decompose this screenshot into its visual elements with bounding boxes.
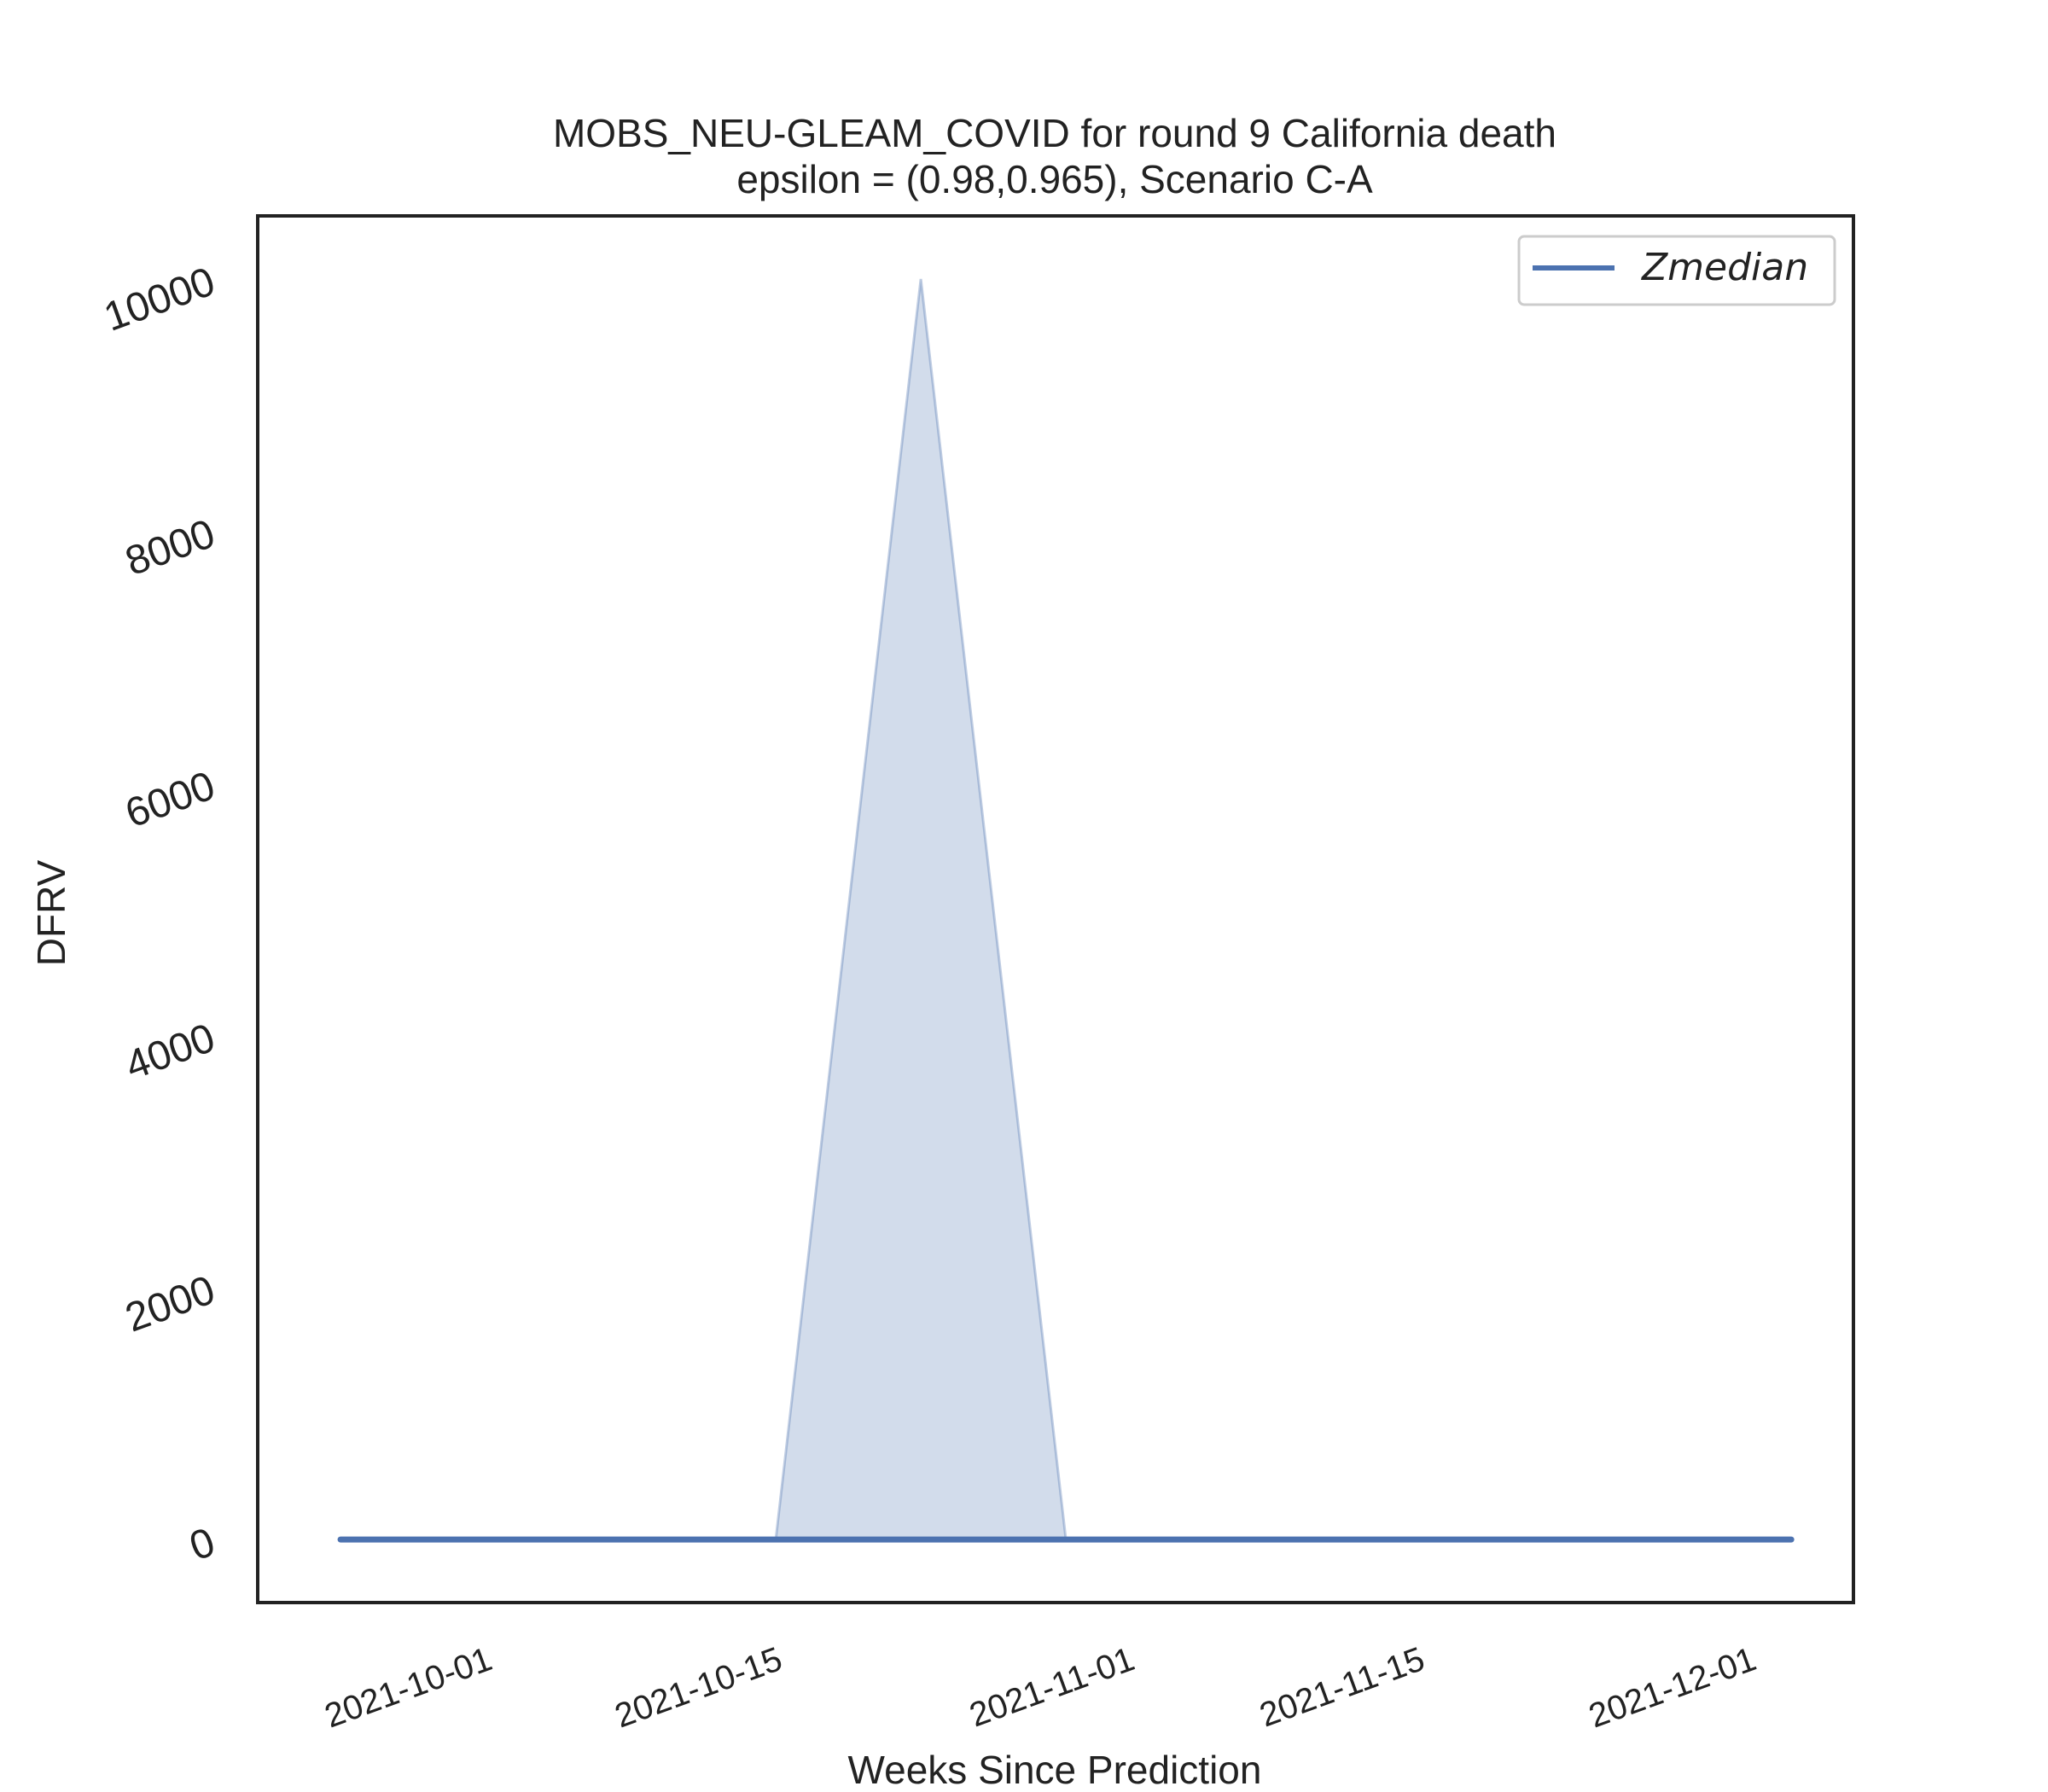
confidence-band-layer — [774, 278, 1068, 1541]
y-tick-label: 0 — [184, 1520, 221, 1570]
y-tick-label: 2000 — [119, 1267, 220, 1341]
plot-frame — [256, 214, 1855, 1604]
legend-box — [1517, 235, 1836, 306]
confidence-band — [774, 278, 1068, 1541]
x-tick-label: 2021-10-01 — [320, 1640, 497, 1735]
x-tick-label: 2021-11-15 — [1255, 1640, 1430, 1734]
x-tick-labels: 2021-10-01 2021-10-15 2021-11-01 2021-11-15… — [320, 1640, 1761, 1735]
x-tick-label: 2021-12-01 — [1584, 1640, 1760, 1735]
y-axis-label: DFRV — [29, 859, 73, 966]
legend: Zmedian — [1517, 235, 1836, 306]
y-tick-label: 6000 — [119, 763, 220, 836]
y-tick-label: 8000 — [119, 511, 220, 585]
y-tick-label: 10000 — [98, 259, 221, 340]
legend-label: Zmedian — [1641, 246, 1808, 289]
x-axis-label: Weeks Since Prediction — [848, 1748, 1262, 1792]
y-tick-label: 4000 — [119, 1015, 220, 1089]
y-tick-labels: 0 2000 4000 6000 8000 10000 — [98, 259, 221, 1569]
x-tick-label: 2021-11-01 — [965, 1640, 1140, 1734]
chart-title: MOBS_NEU-GLEAM_COVID for round 9 Califor… — [553, 111, 1556, 155]
x-tick-label: 2021-10-15 — [610, 1640, 787, 1735]
chart-subtitle: epsilon = (0.98,0.965), Scenario C-A — [736, 157, 1373, 201]
